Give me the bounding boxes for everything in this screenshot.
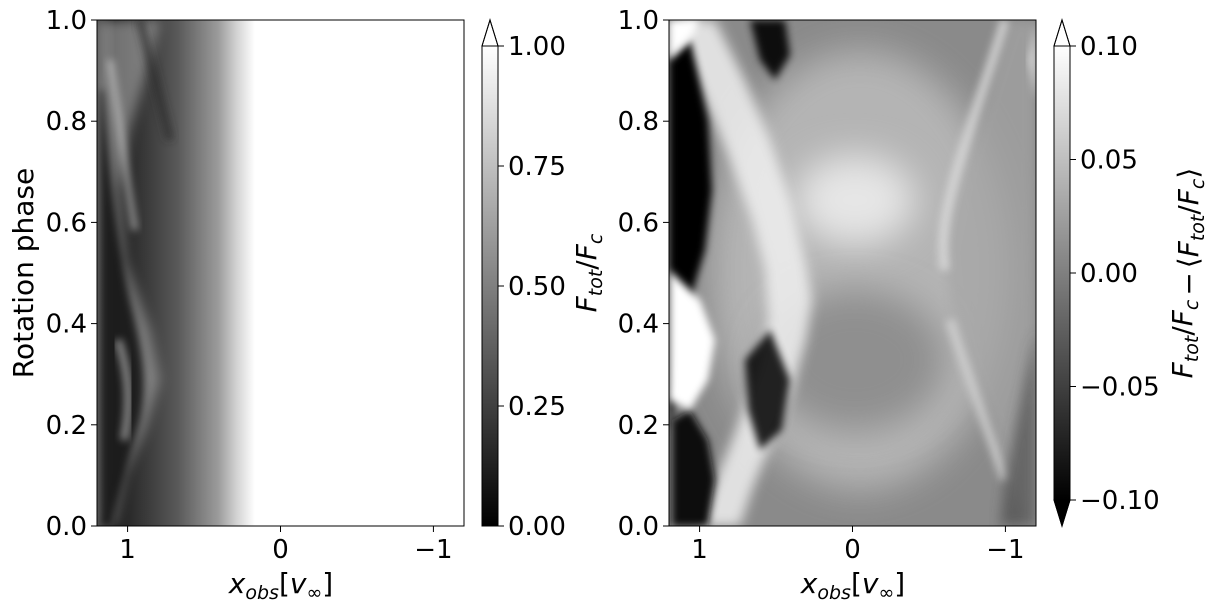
heatmap-right <box>669 20 1036 526</box>
colorbar-right-extend-max <box>1053 18 1071 47</box>
colorbar-tick-label-right-2: 0.00 <box>1080 259 1138 289</box>
axes-left: 1 0 −1 0.0 0.2 0.4 0.6 0.8 1.0 <box>46 6 453 565</box>
colorbar-tick-label-left-3: 0.75 <box>508 152 566 182</box>
y-tick-label-right-4: 0.8 <box>618 107 659 137</box>
x-axis-label-right: xobs[v∞] <box>800 567 905 604</box>
y-tick-label-left-1: 0.2 <box>46 411 87 441</box>
colorbar-right: −0.10 −0.05 0.00 0.05 0.10 Ftot/Fc−⟨Ftot/Fc⟩ <box>1053 18 1209 528</box>
y-tick-label-left-3: 0.6 <box>46 208 87 238</box>
x-axis-label-left: xobs[v∞] <box>228 567 333 604</box>
colorbar-tick-label-right-0: −0.10 <box>1080 486 1160 516</box>
x-tick-label-left-2: −1 <box>414 535 452 565</box>
colorbar-right-extend-min <box>1053 499 1071 528</box>
y-tick-label-right-5: 1.0 <box>618 6 659 36</box>
x-tick-label-left-0: 1 <box>119 535 136 565</box>
colorbar-right-label: Ftot/Fc−⟨Ftot/Fc⟩ <box>1166 168 1209 379</box>
colorbar-left: 0.00 0.25 0.50 0.75 1.00 Ftot/Fc <box>481 18 607 542</box>
y-tick-label-left-2: 0.4 <box>46 310 87 340</box>
colorbar-tick-label-left-1: 0.25 <box>508 392 566 422</box>
x-tick-label-right-1: 0 <box>844 535 861 565</box>
y-tick-label-left-4: 0.8 <box>46 107 87 137</box>
colorbar-right-ticks: −0.10 −0.05 0.00 0.05 0.10 <box>1070 32 1160 516</box>
colorbar-tick-label-left-4: 1.00 <box>508 32 566 62</box>
colorbar-right-gradient <box>1054 46 1070 500</box>
y-tick-label-right-0: 0.0 <box>618 512 659 542</box>
colorbar-left-ticks: 0.00 0.25 0.50 0.75 1.00 <box>498 32 566 542</box>
y-tick-label-left-5: 1.0 <box>46 6 87 36</box>
x-tick-label-left-1: 0 <box>272 535 289 565</box>
y-tick-label-left-0: 0.0 <box>46 512 87 542</box>
panel-left: 1 0 −1 0.0 0.2 0.4 0.6 0.8 1.0 Rotation phase xo… <box>7 6 465 604</box>
heatmap-left <box>97 20 464 526</box>
axes-right: 1 0 −1 0.0 0.2 0.4 0.6 0.8 1.0 <box>618 6 1025 565</box>
y-tick-label-right-1: 0.2 <box>618 411 659 441</box>
colorbar-tick-label-right-3: 0.05 <box>1080 146 1138 176</box>
colorbar-tick-label-right-4: 0.10 <box>1080 32 1138 62</box>
colorbar-left-gradient <box>482 46 498 526</box>
colorbar-tick-label-left-0: 0.00 <box>508 512 566 542</box>
panel-right: 1 0 −1 0.0 0.2 0.4 0.6 0.8 1.0 xobs[v∞] <box>618 6 1037 604</box>
colorbar-left-extend-max <box>481 18 499 47</box>
x-tick-label-right-2: −1 <box>986 535 1024 565</box>
colorbar-left-label: Ftot/Fc <box>570 233 607 312</box>
y-tick-label-right-3: 0.6 <box>618 208 659 238</box>
y-tick-label-right-2: 0.4 <box>618 310 659 340</box>
colorbar-tick-label-right-1: −0.05 <box>1080 373 1160 403</box>
colorbar-tick-label-left-2: 0.50 <box>508 272 566 302</box>
x-tick-label-right-0: 1 <box>691 535 708 565</box>
y-axis-label: Rotation phase <box>7 168 40 379</box>
